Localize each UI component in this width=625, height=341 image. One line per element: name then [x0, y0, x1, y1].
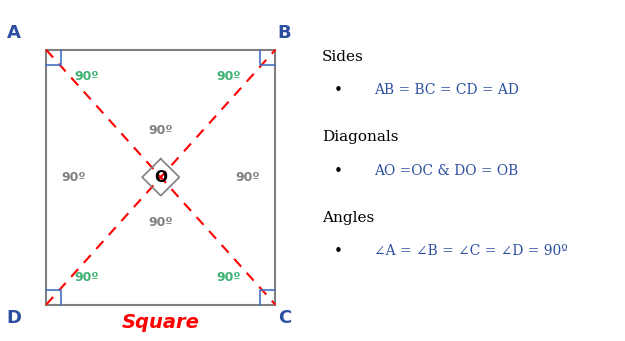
Text: B: B	[278, 24, 291, 42]
Text: AO =OC & DO = OB: AO =OC & DO = OB	[374, 164, 519, 178]
Text: C: C	[278, 309, 291, 327]
Bar	[46, 50, 276, 305]
Text: •: •	[334, 244, 343, 259]
Text: O: O	[154, 170, 168, 185]
Text: 90º: 90º	[74, 271, 99, 284]
Text: D: D	[6, 309, 21, 327]
Text: Square: Square	[122, 312, 199, 331]
Text: 90º: 90º	[217, 70, 241, 83]
Text: •: •	[334, 83, 343, 98]
Text: •: •	[334, 164, 343, 179]
Text: A: A	[7, 24, 21, 42]
Text: Angles: Angles	[322, 211, 374, 225]
Text: 90º: 90º	[74, 70, 99, 83]
Text: ∠A = ∠B = ∠C = ∠D = 90º: ∠A = ∠B = ∠C = ∠D = 90º	[374, 244, 568, 258]
Text: Sides: Sides	[322, 50, 364, 64]
Text: 90º: 90º	[62, 171, 86, 184]
Text: 90º: 90º	[235, 171, 260, 184]
Text: 90º: 90º	[149, 124, 173, 137]
Text: 90º: 90º	[217, 271, 241, 284]
Text: 90º: 90º	[149, 216, 173, 229]
Text: Diagonals: Diagonals	[322, 130, 398, 144]
Text: AB = BC = CD = AD: AB = BC = CD = AD	[374, 83, 519, 97]
